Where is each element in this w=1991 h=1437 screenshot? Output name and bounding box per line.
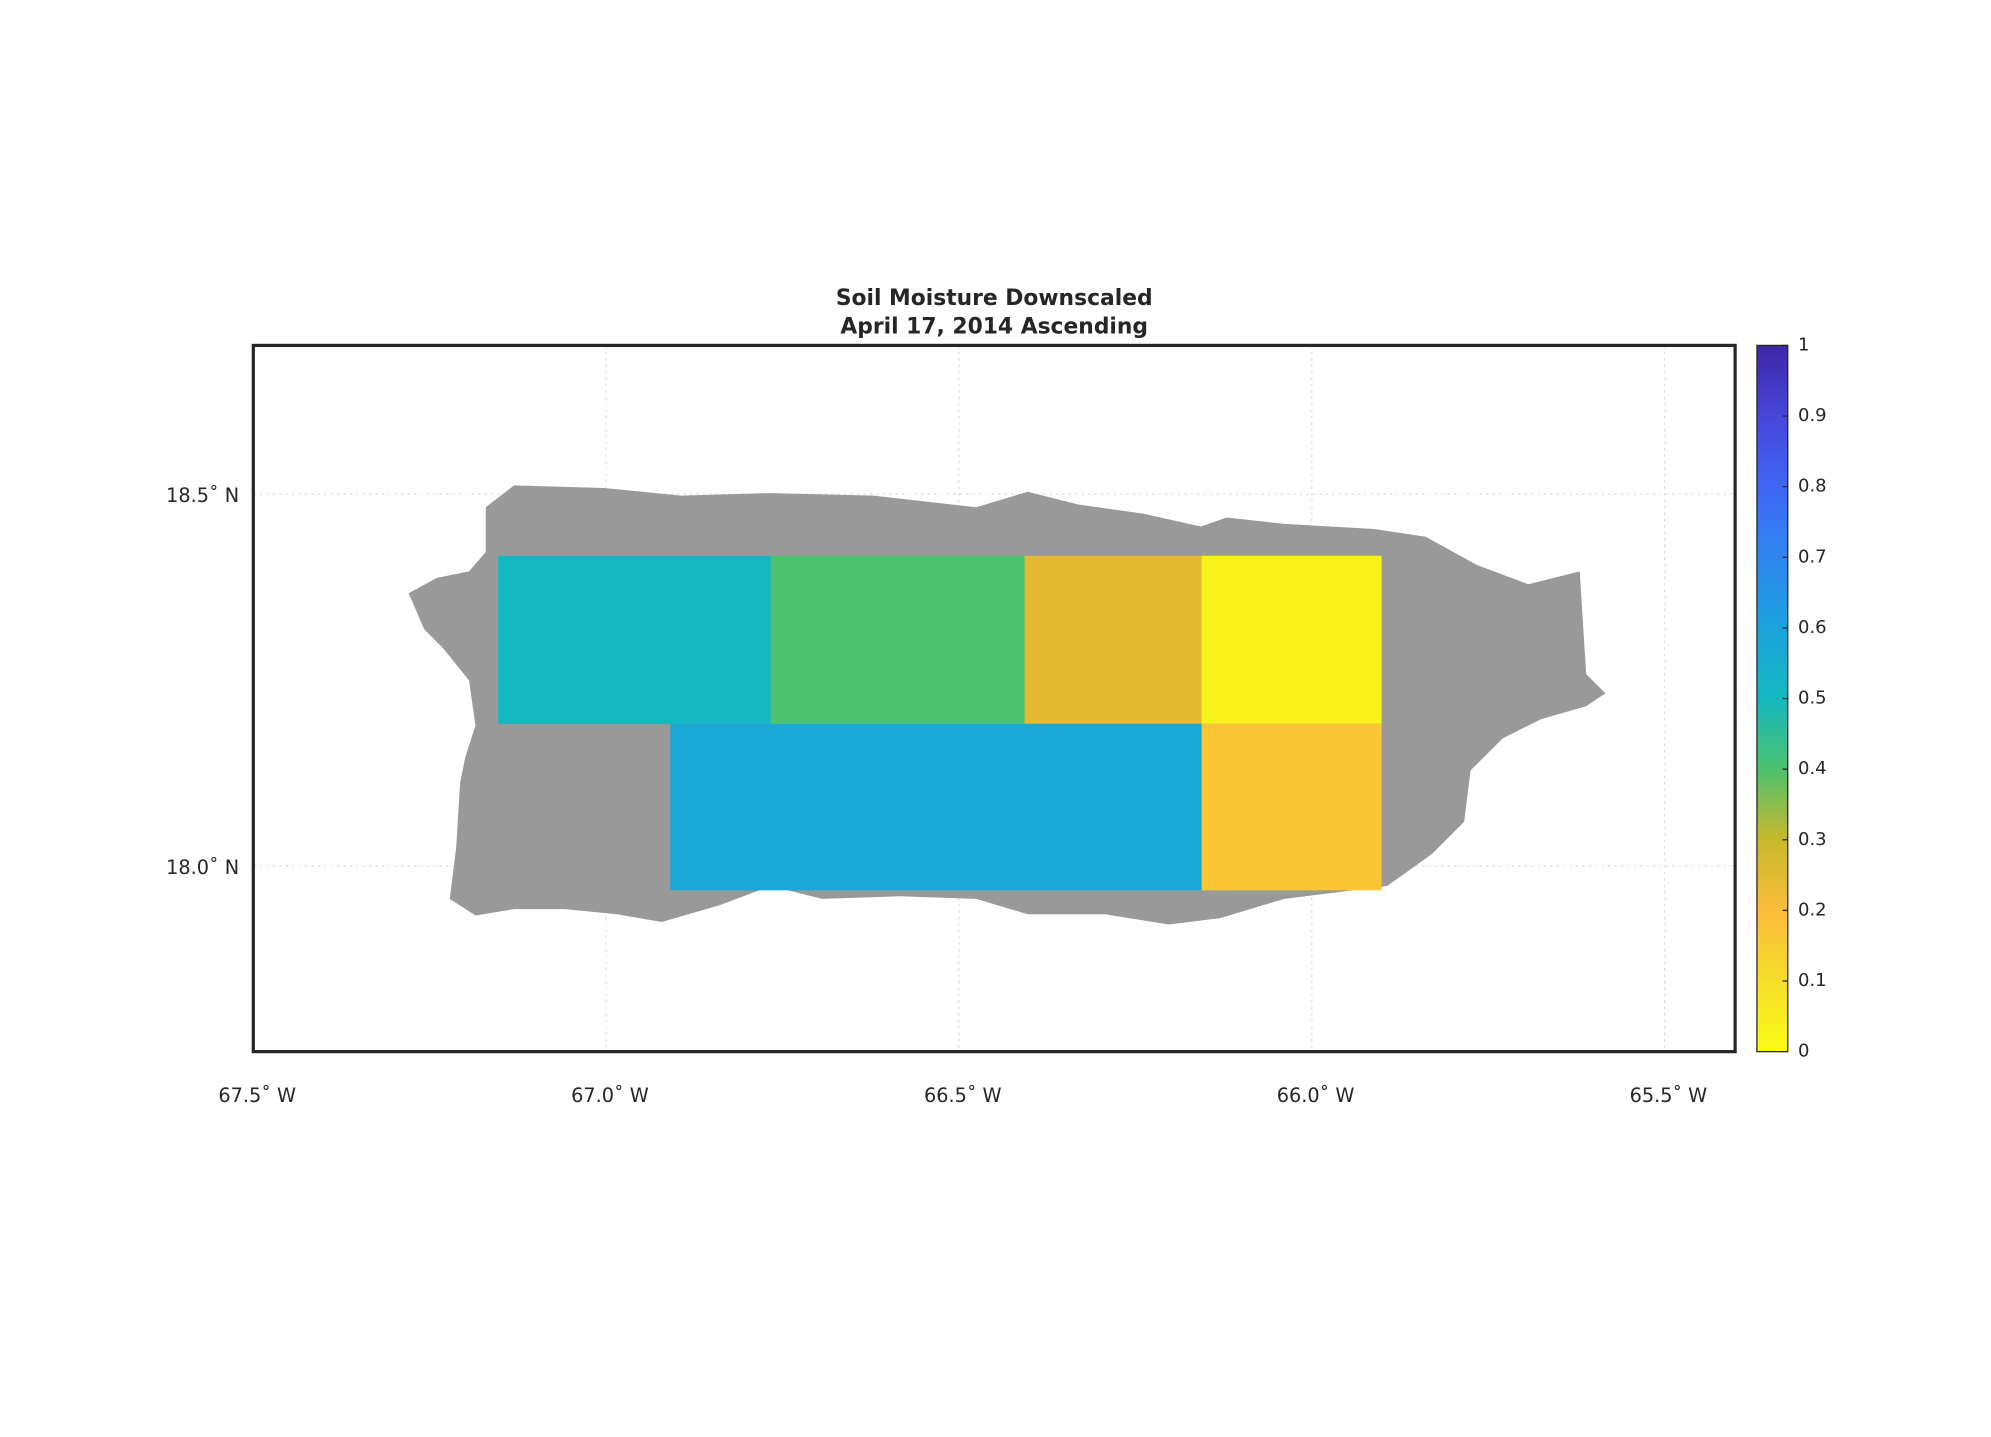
colorbar-tick-label: 0.3 bbox=[1798, 829, 1827, 850]
plot-frame bbox=[251, 343, 1737, 1054]
soil-moisture-cell bbox=[498, 555, 771, 724]
y-tick-label: 18.5˚ N bbox=[166, 484, 239, 507]
soil-moisture-cell bbox=[670, 723, 1202, 891]
soil-moisture-cell bbox=[1024, 555, 1202, 724]
soil-moisture-cell bbox=[1201, 723, 1382, 891]
colorbar-tick-label: 0.9 bbox=[1798, 405, 1827, 426]
soil-moisture-cell bbox=[770, 555, 1025, 724]
soil-moisture-cell bbox=[1201, 555, 1382, 724]
chart-subtitle: April 17, 2014 Ascending bbox=[840, 314, 1148, 339]
x-tick-label: 65.5˚ W bbox=[1630, 1084, 1708, 1107]
colorbar-tick-label: 0.8 bbox=[1798, 476, 1827, 497]
colorbar-tick-label: 0.7 bbox=[1798, 546, 1827, 567]
colorbar-tick-label: 0 bbox=[1798, 1041, 1809, 1062]
colorbar-tick-label: 1 bbox=[1798, 334, 1809, 355]
colorbar-tick-label: 0.5 bbox=[1798, 688, 1827, 709]
y-tick-label: 18.0˚ N bbox=[166, 856, 239, 879]
colorbar-tick-label: 0.1 bbox=[1798, 970, 1827, 991]
colorbar-tick-label: 0.2 bbox=[1798, 899, 1827, 920]
colorbar-tick-label: 0.4 bbox=[1798, 758, 1827, 779]
x-tick-label: 66.5˚ W bbox=[924, 1084, 1002, 1107]
x-tick-label: 67.5˚ W bbox=[218, 1084, 296, 1107]
x-tick-label: 66.0˚ W bbox=[1277, 1084, 1355, 1107]
x-tick-label: 67.0˚ W bbox=[571, 1084, 649, 1107]
colorbar-tick-label: 0.6 bbox=[1798, 617, 1827, 638]
chart-title: Soil Moisture Downscaled bbox=[836, 286, 1153, 311]
